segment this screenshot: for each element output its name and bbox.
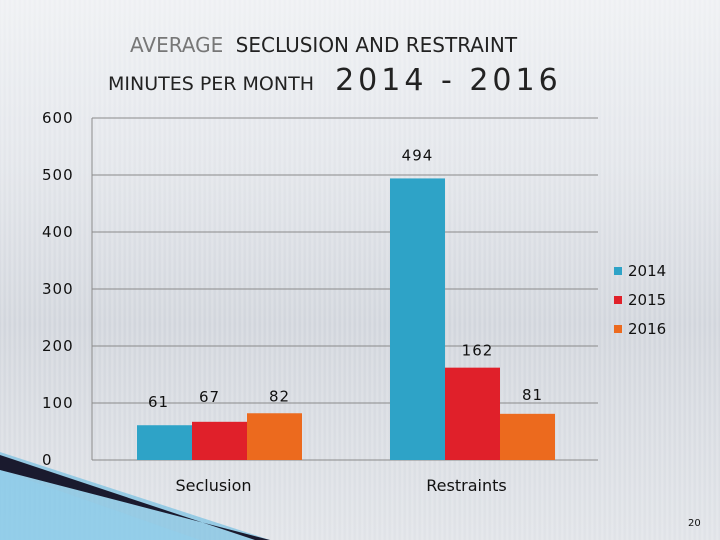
page-number: 20 [688,518,701,529]
category-label-seclusion: Seclusion [175,476,251,495]
category-labels: Seclusion Restraints [175,476,506,495]
bar-restraints-2015 [445,367,500,460]
y-tick-label-300: 300 [42,280,74,298]
chart-title-line1: AVERAGE SECLUSION AND RESTRAINT [130,33,518,57]
category-label-restraints: Restraints [426,476,506,495]
bar-restraints-2014 [390,178,445,461]
data-label-restraints-2014: 494 [402,146,434,164]
decorative-sweep-light [0,470,200,540]
y-tick-label-600: 600 [42,109,74,127]
legend-label-2015: 2015 [628,291,666,309]
data-label-seclusion-2015: 67 [199,388,220,406]
y-tick-label-200: 200 [42,337,74,355]
y-axis-tick-labels: 0 100 200 300 400 500 600 [42,109,74,469]
legend: 2014 2015 2016 [614,262,666,338]
legend-swatch-2015 [614,296,622,304]
y-tick-label-100: 100 [42,394,74,412]
bars [137,178,555,461]
bar-seclusion-2015 [192,421,247,460]
bar-restraints-2016 [500,413,555,460]
data-label-restraints-2015: 162 [462,342,494,360]
data-label-restraints-2016: 81 [522,386,543,404]
bar-seclusion-2016 [247,413,302,460]
y-tick-label-0: 0 [42,451,53,469]
y-tick-label-500: 500 [42,166,74,184]
legend-label-2016: 2016 [628,320,666,338]
legend-swatch-2014 [614,267,622,275]
legend-label-2014: 2014 [628,262,666,280]
bar-seclusion-2014 [137,425,192,460]
data-labels: 61 67 82 494 162 81 [148,146,543,411]
data-label-seclusion-2014: 61 [148,393,169,411]
legend-swatch-2016 [614,325,622,333]
data-label-seclusion-2016: 82 [269,387,290,405]
y-tick-label-400: 400 [42,223,74,241]
chart-title-line2: MINUTES PER MONTH 2014 - 2016 [108,63,562,98]
